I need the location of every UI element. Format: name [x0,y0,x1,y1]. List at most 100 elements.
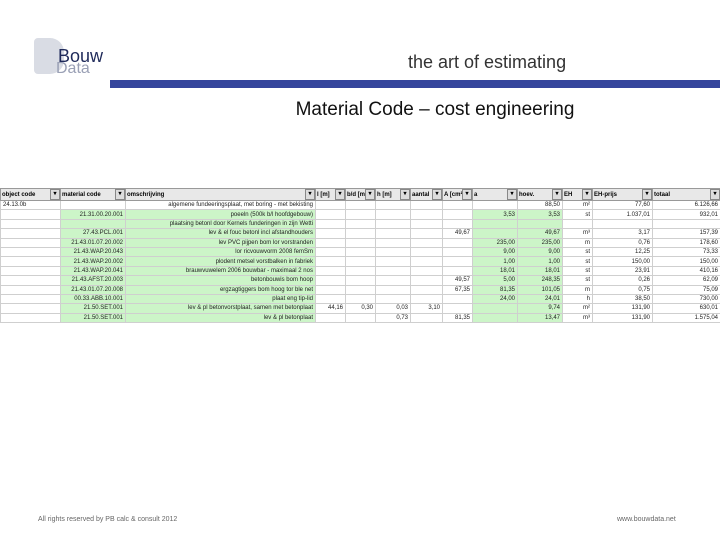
table-cell: 101,05 [517,284,563,295]
table-cell [442,199,473,211]
table-cell [442,293,473,305]
table-cell [472,312,518,324]
table-cell: 21.43.WAP.20.041 [60,265,126,277]
table-cell: 13,47 [517,312,563,324]
table-cell: st [562,275,593,286]
table-cell: 24.13.0b [0,199,61,211]
table-cell [0,275,61,286]
table-cell: 1.575,04 [652,312,720,324]
table-cell: brauwvuwelem 2006 bouwbar - maximaal 2 n… [125,265,316,277]
table-cell: 3,53 [472,209,518,220]
table-cell: plaatsing betonl door Kernels funderinge… [125,218,316,230]
table-cell [442,218,473,230]
table-row: 00.33.ABB.10.001 plaat eng tip-lid 24,00 24… [0,293,720,305]
table-cell [60,218,126,230]
table-cell: 21.43.01.07.20.008 [60,284,126,295]
table-cell [442,265,473,277]
column-header[interactable]: b/d [m] [345,188,376,201]
table-cell: 3,10 [410,303,443,314]
table-cell: 73,33 [652,246,720,258]
table-cell: h [562,293,593,305]
table-cell: st [562,256,593,267]
table-cell [375,228,411,239]
column-header[interactable]: aantal [410,188,443,201]
table-cell: 18,01 [517,265,563,277]
table-row: 21.43.01.07.20.002 lev PVC pijpen bom lor… [0,237,720,248]
table-row: 21.43.WAP.20.043 lor ricvouwvorm 2008 fem… [0,246,720,258]
table-cell [562,218,593,230]
table-cell: 131,90 [592,312,653,324]
table-cell [0,265,61,277]
table-cell: 9,74 [517,303,563,314]
table-cell: 730,00 [652,293,720,305]
table-cell [315,312,346,324]
table-cell [315,275,346,286]
table-row: 21.43.WAP.20.041 brauwvuwelem 2006 bouwba… [0,265,720,277]
slide-title: Material Code – cost engineering [295,99,575,120]
table-cell: 0,76 [592,237,653,248]
column-header[interactable]: object code [0,188,61,201]
table-cell [345,218,376,230]
column-header[interactable]: totaal [652,188,720,201]
table-cell: 12,25 [592,246,653,258]
table-cell [60,199,126,211]
table-cell [0,312,61,324]
table-cell: st [562,209,593,220]
table-cell [410,293,443,305]
table-cell: 49,67 [517,228,563,239]
table-row: 21.31.00.20.001 poeeln (500k b/l hoofdgeb… [0,209,720,220]
table-cell [652,218,720,230]
table-cell: 81,35 [472,284,518,295]
table-cell [592,218,653,230]
table-cell [345,237,376,248]
table-cell [375,218,411,230]
column-header[interactable]: a [472,188,518,201]
table-cell [442,209,473,220]
logo-text: Bouw [58,46,104,66]
table-cell: 0,26 [592,275,653,286]
table-cell: plodent metsel vorstbalken in fabriek [125,256,316,267]
table-cell [315,293,346,305]
spreadsheet: object codematerial codeomschrijvingl [m… [0,188,720,324]
table-cell: 410,16 [652,265,720,277]
table-cell [410,218,443,230]
table-cell [442,246,473,258]
table-cell: 3,53 [517,209,563,220]
table-cell [0,246,61,258]
table-cell: algemene fundeeringsplaat, met boring - … [125,199,316,211]
table-cell [345,312,376,324]
table-cell: 0,75 [592,284,653,295]
table-cell [375,237,411,248]
table-row: 27.43.PCL.001 lev & el fouc betonl incl a… [0,228,720,239]
table-cell [410,284,443,295]
table-cell [345,256,376,267]
table-cell [0,237,61,248]
column-header[interactable]: omschrijving [125,188,316,201]
table-cell [472,199,518,211]
column-header[interactable]: l [m] [315,188,346,201]
table-cell [410,265,443,277]
table-cell [410,256,443,267]
column-header[interactable]: EH [562,188,593,201]
table-cell [472,303,518,314]
table-cell [375,284,411,295]
table-cell: poeeln (500k b/l hoofdgebouw) [125,209,316,220]
table-cell [442,256,473,267]
table-cell [410,228,443,239]
column-header[interactable]: A [cm²] [442,188,473,201]
table-cell [0,256,61,267]
table-cell [410,199,443,211]
column-header[interactable]: hoev. [517,188,563,201]
column-header[interactable]: EH-prijs [592,188,653,201]
table-cell [375,275,411,286]
table-cell [375,246,411,258]
table-row: 21.43.01.07.20.008 ergzagtiggers bom hoog… [0,284,720,295]
table-cell [345,246,376,258]
table-cell: 18,01 [472,265,518,277]
column-header[interactable]: material code [60,188,126,201]
column-header[interactable]: h [m] [375,188,411,201]
table-cell: 1,00 [472,256,518,267]
table-cell [315,265,346,277]
table-cell: 9,00 [472,246,518,258]
table-cell: m² [562,199,593,211]
